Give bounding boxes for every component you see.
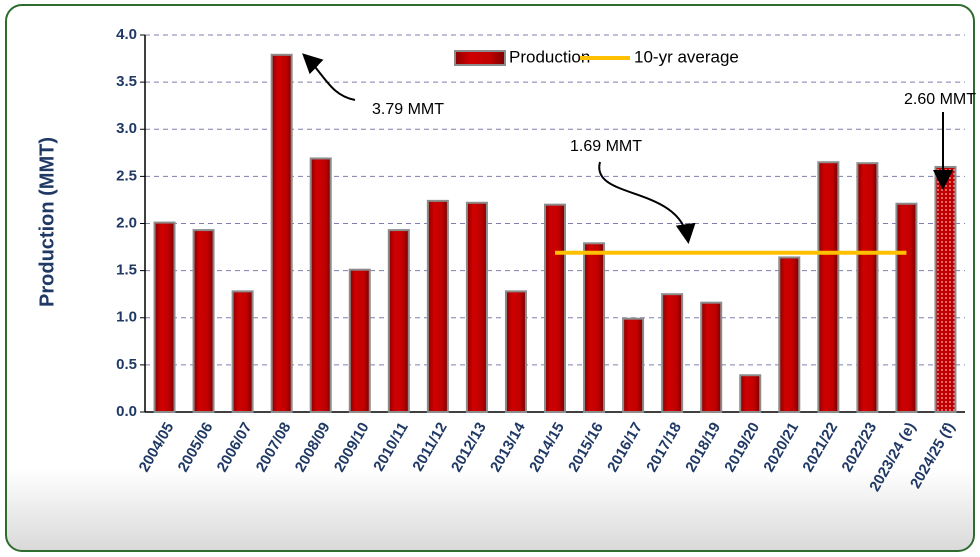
bar <box>622 317 645 414</box>
annotation: 3.79 MMT <box>372 101 444 118</box>
bar <box>309 157 332 413</box>
bar <box>270 53 293 413</box>
y-tick-label: 1.5 <box>116 262 137 279</box>
bar <box>504 290 527 413</box>
legend-swatch <box>454 50 506 66</box>
bar <box>544 203 566 413</box>
y-axis-title: Production (MMT) <box>36 137 58 307</box>
bar <box>387 229 410 413</box>
bar <box>817 161 840 413</box>
bar <box>465 201 488 413</box>
legend-label: 10-yr average <box>634 47 739 66</box>
bar <box>856 162 879 413</box>
bar <box>583 242 606 413</box>
y-tick-label: 2.5 <box>116 167 137 184</box>
y-tick-label: 3.5 <box>116 73 137 90</box>
annotation: 1.69 MMT <box>570 138 642 155</box>
y-tick-label: 2.0 <box>116 214 137 231</box>
legend-label: Production <box>509 47 590 66</box>
annotation: 2.60 MMT <box>904 91 976 108</box>
bar <box>934 165 957 413</box>
y-tick-label: 1.0 <box>116 309 137 326</box>
bar <box>661 293 684 413</box>
y-tick-label: 4.0 <box>116 26 137 43</box>
arrow <box>598 161 696 244</box>
bar <box>426 199 449 413</box>
bar <box>231 290 254 413</box>
bar <box>700 301 723 414</box>
y-tick-label: 3.0 <box>116 120 137 137</box>
bar <box>153 221 176 413</box>
bar <box>192 229 215 413</box>
y-tick-label: 0.0 <box>116 403 137 420</box>
y-tick-label: 0.5 <box>116 356 137 373</box>
bar <box>739 374 762 413</box>
frame <box>5 4 975 552</box>
bar <box>895 202 918 413</box>
bar <box>778 256 801 413</box>
bar <box>348 268 371 413</box>
arrow <box>302 53 356 101</box>
